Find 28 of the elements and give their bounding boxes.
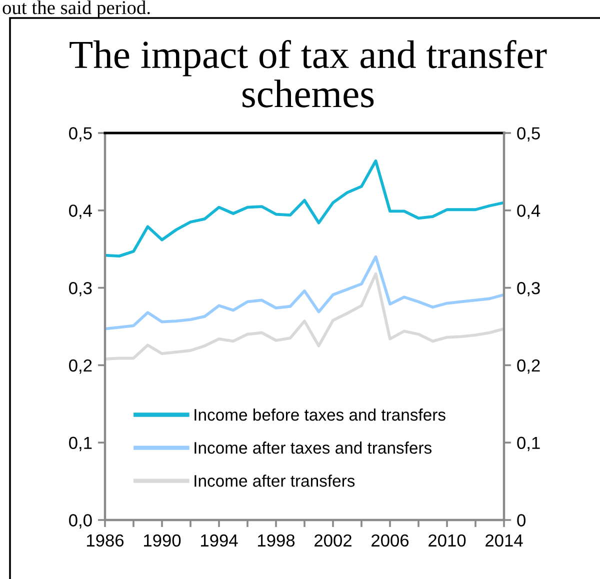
legend-label: Income after taxes and transfers (194, 442, 432, 454)
y2-tick-label: 0,2 (517, 359, 540, 374)
chart-title: The impact of tax and transfer schemes (70, 40, 547, 108)
legend-label: Income after transfers (194, 474, 355, 487)
y-tick-label: 0,1 (69, 436, 92, 452)
x-tick-label: 1994 (201, 534, 238, 547)
x-tick-label: 2002 (314, 534, 352, 547)
legend-label: Income before taxes and transfers (194, 408, 446, 421)
x-tick-label: 2010 (428, 534, 466, 547)
y-tick-label: 0,2 (69, 359, 92, 374)
y-tick-label: 0,3 (69, 282, 92, 296)
y2-tick-label: 0,5 (517, 127, 540, 142)
y2-tick-label: 0 (517, 514, 526, 526)
line-series (105, 159, 504, 258)
x-tick-label: 1986 (87, 534, 124, 547)
y2-tick-label: 0,3 (517, 282, 540, 296)
line-series (105, 255, 504, 330)
y-tick-label: 0,4 (69, 204, 92, 219)
y2-tick-label: 0,4 (517, 204, 540, 219)
text: out the said period. (2, 0, 150, 18)
y-tick-label: 0,5 (69, 127, 92, 142)
x-tick-label: 1990 (144, 534, 181, 547)
y-tick-label: 0,0 (69, 514, 92, 529)
y2-tick-label: 0,1 (517, 436, 540, 452)
x-tick-label: 1998 (258, 534, 295, 547)
line-series (105, 272, 504, 360)
x-tick-label: 2014 (486, 534, 523, 547)
x-tick-label: 2006 (372, 534, 409, 547)
